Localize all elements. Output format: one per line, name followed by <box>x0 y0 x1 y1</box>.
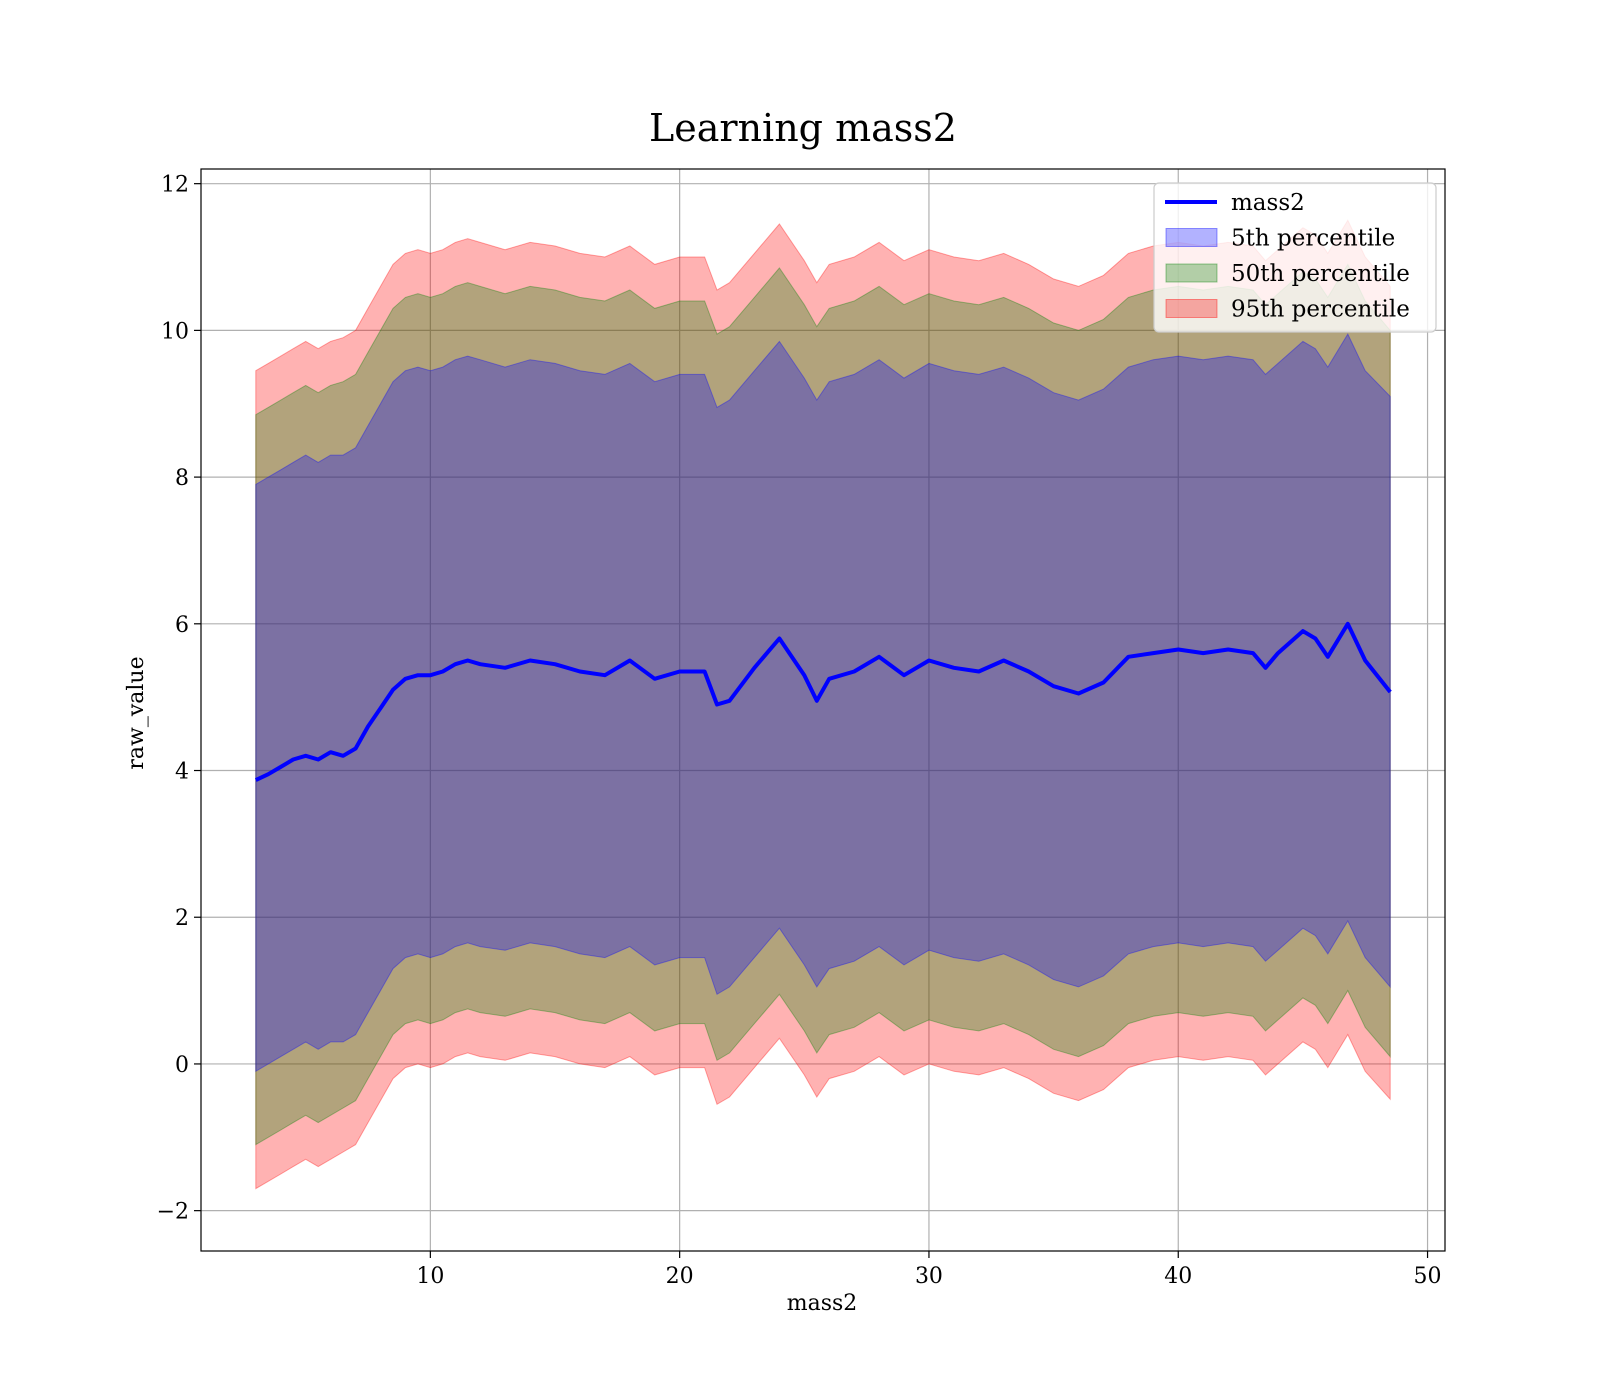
grid <box>201 169 1445 1251</box>
series-lines <box>254 621 1392 782</box>
y-tick-label: −2 <box>157 1200 189 1225</box>
legend-patch-swatch <box>1165 263 1218 283</box>
x-tick-label: 50 <box>1414 1264 1442 1289</box>
legend-patch-swatch <box>1165 299 1218 318</box>
mass2-line <box>254 621 1392 782</box>
chart-title: Learning mass2 <box>649 106 957 150</box>
y-tick-label: 2 <box>175 906 189 931</box>
y-tick-label: 12 <box>161 173 189 198</box>
legend-label: mass2 <box>1231 190 1305 216</box>
y-tick-label: 4 <box>175 760 189 785</box>
x-tick-label: 10 <box>416 1264 444 1289</box>
y-axis-label: raw_value <box>124 656 149 769</box>
y-tick-label: 8 <box>175 466 189 491</box>
y-tick-label: 0 <box>175 1053 189 1078</box>
x-tick-label: 30 <box>915 1264 943 1289</box>
x-axis-label: mass2 <box>787 1291 858 1316</box>
legend-box <box>1153 182 1437 333</box>
x-tick-label: 20 <box>666 1264 694 1289</box>
legend-label: 50th percentile <box>1231 261 1410 287</box>
axis-ticks: 10 20 30 40 50 −2 0 2 4 6 8 10 12 <box>157 173 1442 1289</box>
y-tick-label: 10 <box>161 319 189 344</box>
legend-label: 5th percentile <box>1231 226 1395 252</box>
5th-percentile-band <box>255 333 1391 1073</box>
legend-patch-swatch <box>1165 228 1218 247</box>
x-tick-label: 40 <box>1164 1264 1192 1289</box>
y-tick-label: 6 <box>175 613 189 638</box>
percentile-bands <box>255 219 1391 1190</box>
legend: mass2 5th percentile 50th percentile 95th p… <box>1153 182 1437 333</box>
plot-frame <box>200 168 1446 1252</box>
legend-label: 95th percentile <box>1231 297 1410 323</box>
50th-percentile-band <box>255 263 1391 1146</box>
95th-percentile-band <box>255 219 1391 1190</box>
